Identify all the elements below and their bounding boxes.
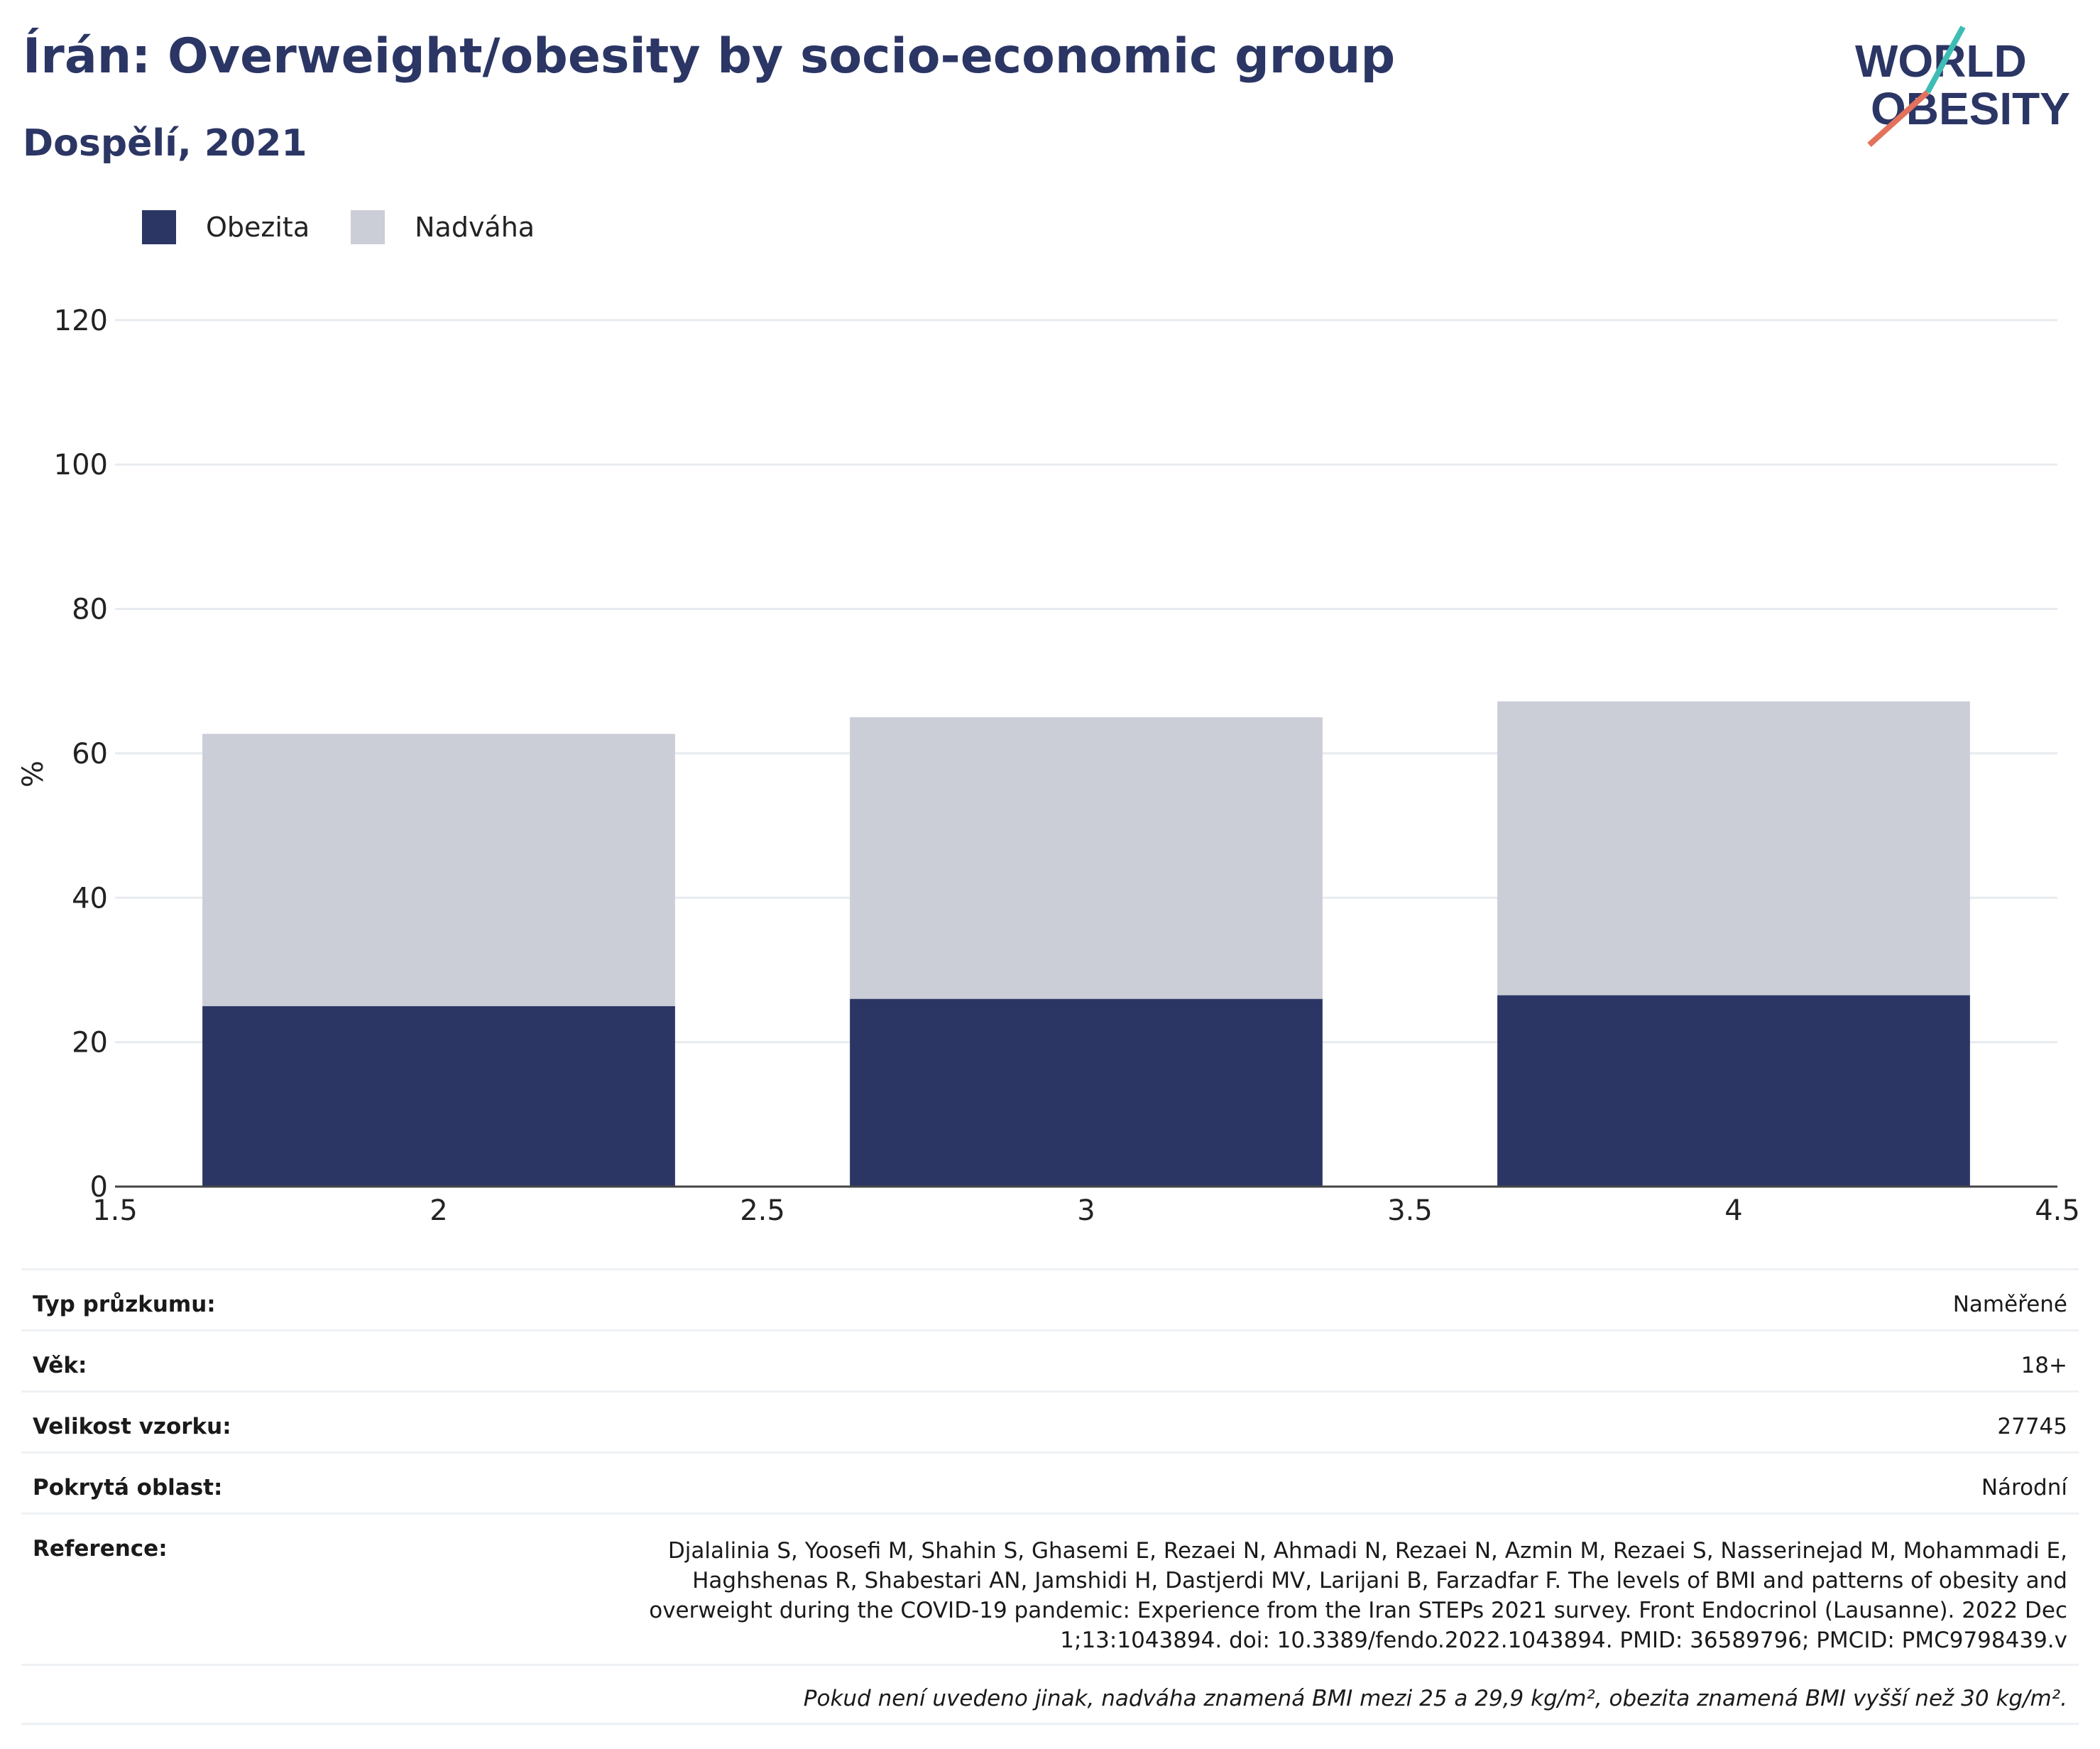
bar-nadváha [202, 734, 675, 1006]
info-label: Reference: [33, 1536, 168, 1562]
legend: Obezita Nadváha [142, 210, 576, 244]
bar-obezita [202, 1006, 675, 1187]
info-row-survey-type: Typ průzkumu: Naměřené [21, 1268, 2079, 1329]
y-tick-label: 60 [72, 738, 108, 770]
info-label: Velikost vzorku: [33, 1414, 231, 1439]
info-value: Národní [1981, 1475, 2067, 1500]
x-tick-label: 4.5 [2035, 1194, 2080, 1227]
bar-chart: 0 20 40 60 80 100 120 1.5 2 2.5 3 3.5 4 4.5% [17, 305, 2080, 1227]
x-tick-label: 3 [1077, 1194, 1095, 1227]
logo-line-2: OBESITY [1871, 83, 2070, 134]
survey-info-table: Typ průzkumu: Naměřené Věk: 18+ Velikost… [21, 1268, 2079, 1725]
info-row-sample-size: Velikost vzorku: 27745 [21, 1390, 2079, 1451]
logo-slash-teal [1925, 26, 1966, 94]
chart-title: Írán: Overweight/obesity by socio-econom… [23, 28, 1396, 85]
world-obesity-logo: WORLD OBESITY [1855, 26, 2070, 147]
legend-label-obesity: Obezita [206, 212, 310, 243]
y-axis-label: % [17, 761, 50, 788]
chart-subtitle: Dospělí, 2021 [23, 122, 307, 165]
logo-line-1: WORLD [1855, 36, 2027, 87]
info-row-reference: Reference: Djalalinia S, Yoosefi M, Shah… [21, 1513, 2079, 1664]
info-row-age: Věk: 18+ [21, 1329, 2079, 1390]
x-tick-label: 1.5 [92, 1194, 138, 1227]
logo-slash-coral [1867, 90, 1930, 147]
info-label: Typ průzkumu: [33, 1292, 216, 1317]
legend-item-overweight[interactable]: Nadváha [351, 210, 535, 244]
y-tick-label: 0 [90, 1171, 108, 1204]
info-label: Věk: [33, 1353, 87, 1378]
reference-text: Djalalinia S, Yoosefi M, Shahin S, Ghase… [649, 1538, 2067, 1653]
info-row-area: Pokrytá oblast: Národní [21, 1451, 2079, 1513]
info-value: 18+ [2020, 1353, 2067, 1378]
info-value: Naměřené [1952, 1292, 2067, 1317]
info-value: 27745 [1997, 1414, 2067, 1439]
x-tick-label: 3.5 [1387, 1194, 1433, 1227]
bar-nadváha [1497, 701, 1970, 996]
definition-note: Pokud není uvedeno jinak, nadváha znamen… [21, 1664, 2079, 1725]
y-tick-label: 40 [72, 882, 108, 915]
legend-item-obesity[interactable]: Obezita [142, 210, 310, 244]
x-tick-label: 2.5 [740, 1194, 785, 1227]
bar-nadváha [850, 717, 1323, 999]
x-tick-label: 2 [430, 1194, 447, 1227]
y-tick-label: 100 [54, 449, 108, 481]
info-label: Pokrytá oblast: [33, 1475, 223, 1500]
bar-obezita [1497, 995, 1970, 1187]
bar-obezita [850, 998, 1323, 1187]
y-tick-label: 20 [72, 1027, 108, 1059]
x-tick-label: 4 [1724, 1194, 1742, 1227]
legend-label-overweight: Nadváha [415, 212, 535, 243]
legend-swatch-overweight [351, 210, 385, 244]
legend-swatch-obesity [142, 210, 176, 244]
y-tick-label: 80 [72, 594, 108, 626]
y-tick-label: 120 [54, 305, 108, 337]
